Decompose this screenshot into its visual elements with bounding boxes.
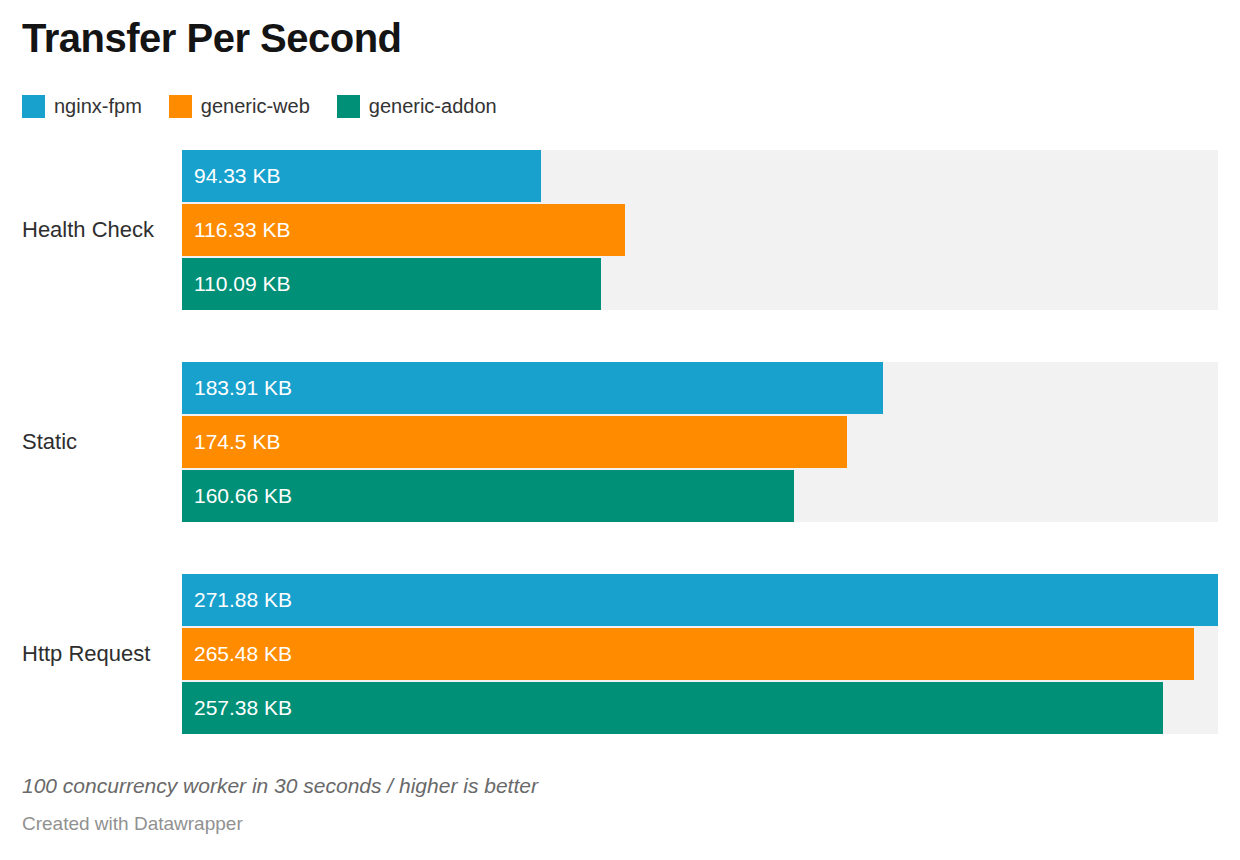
bar-health-check-generic-addon: 110.09 KB — [182, 258, 601, 310]
legend-label: generic-addon — [369, 95, 497, 118]
bar-http-request-generic-addon: 257.38 KB — [182, 682, 1163, 734]
bar-group-health-check: Health Check 94.33 KB 116.33 KB 110.09 K… — [0, 150, 1240, 310]
bar-static-generic-addon: 160.66 KB — [182, 470, 794, 522]
chart-title: Transfer Per Second — [22, 14, 402, 62]
bar-value-label: 94.33 KB — [182, 164, 280, 188]
bar-track: 94.33 KB 116.33 KB 110.09 KB — [182, 150, 1218, 310]
bar-value-label: 174.5 KB — [182, 430, 280, 454]
footnote: 100 concurrency worker in 30 seconds / h… — [22, 774, 538, 798]
legend-item-nginx-fpm: nginx-fpm — [22, 95, 142, 118]
bar-value-label: 110.09 KB — [182, 272, 291, 296]
legend: nginx-fpm generic-web generic-addon — [22, 95, 497, 118]
bar-value-label: 160.66 KB — [182, 484, 292, 508]
chart-container: Transfer Per Second nginx-fpm generic-we… — [0, 0, 1240, 860]
category-label: Health Check — [22, 217, 154, 243]
bar-chart: Health Check 94.33 KB 116.33 KB 110.09 K… — [0, 150, 1240, 786]
bar-track: 271.88 KB 265.48 KB 257.38 KB — [182, 574, 1218, 734]
bar-value-label: 116.33 KB — [182, 218, 291, 242]
bar-value-label: 265.48 KB — [182, 642, 292, 666]
legend-swatch-icon — [169, 95, 192, 118]
bar-static-nginx-fpm: 183.91 KB — [182, 362, 883, 414]
bar-http-request-generic-web: 265.48 KB — [182, 628, 1194, 680]
bar-value-label: 271.88 KB — [182, 588, 292, 612]
legend-swatch-icon — [22, 95, 45, 118]
legend-label: generic-web — [201, 95, 310, 118]
bar-value-label: 257.38 KB — [182, 696, 292, 720]
bar-value-label: 183.91 KB — [182, 376, 292, 400]
category-label: Http Request — [22, 641, 150, 667]
legend-label: nginx-fpm — [54, 95, 142, 118]
bar-group-static: Static 183.91 KB 174.5 KB 160.66 KB — [0, 362, 1240, 522]
legend-item-generic-web: generic-web — [169, 95, 310, 118]
bar-track: 183.91 KB 174.5 KB 160.66 KB — [182, 362, 1218, 522]
bar-static-generic-web: 174.5 KB — [182, 416, 847, 468]
legend-swatch-icon — [337, 95, 360, 118]
legend-item-generic-addon: generic-addon — [337, 95, 497, 118]
bar-health-check-nginx-fpm: 94.33 KB — [182, 150, 541, 202]
bar-health-check-generic-web: 116.33 KB — [182, 204, 625, 256]
bar-http-request-nginx-fpm: 271.88 KB — [182, 574, 1218, 626]
bar-group-http-request: Http Request 271.88 KB 265.48 KB 257.38 … — [0, 574, 1240, 734]
attribution: Created with Datawrapper — [22, 813, 243, 835]
category-label: Static — [22, 429, 77, 455]
